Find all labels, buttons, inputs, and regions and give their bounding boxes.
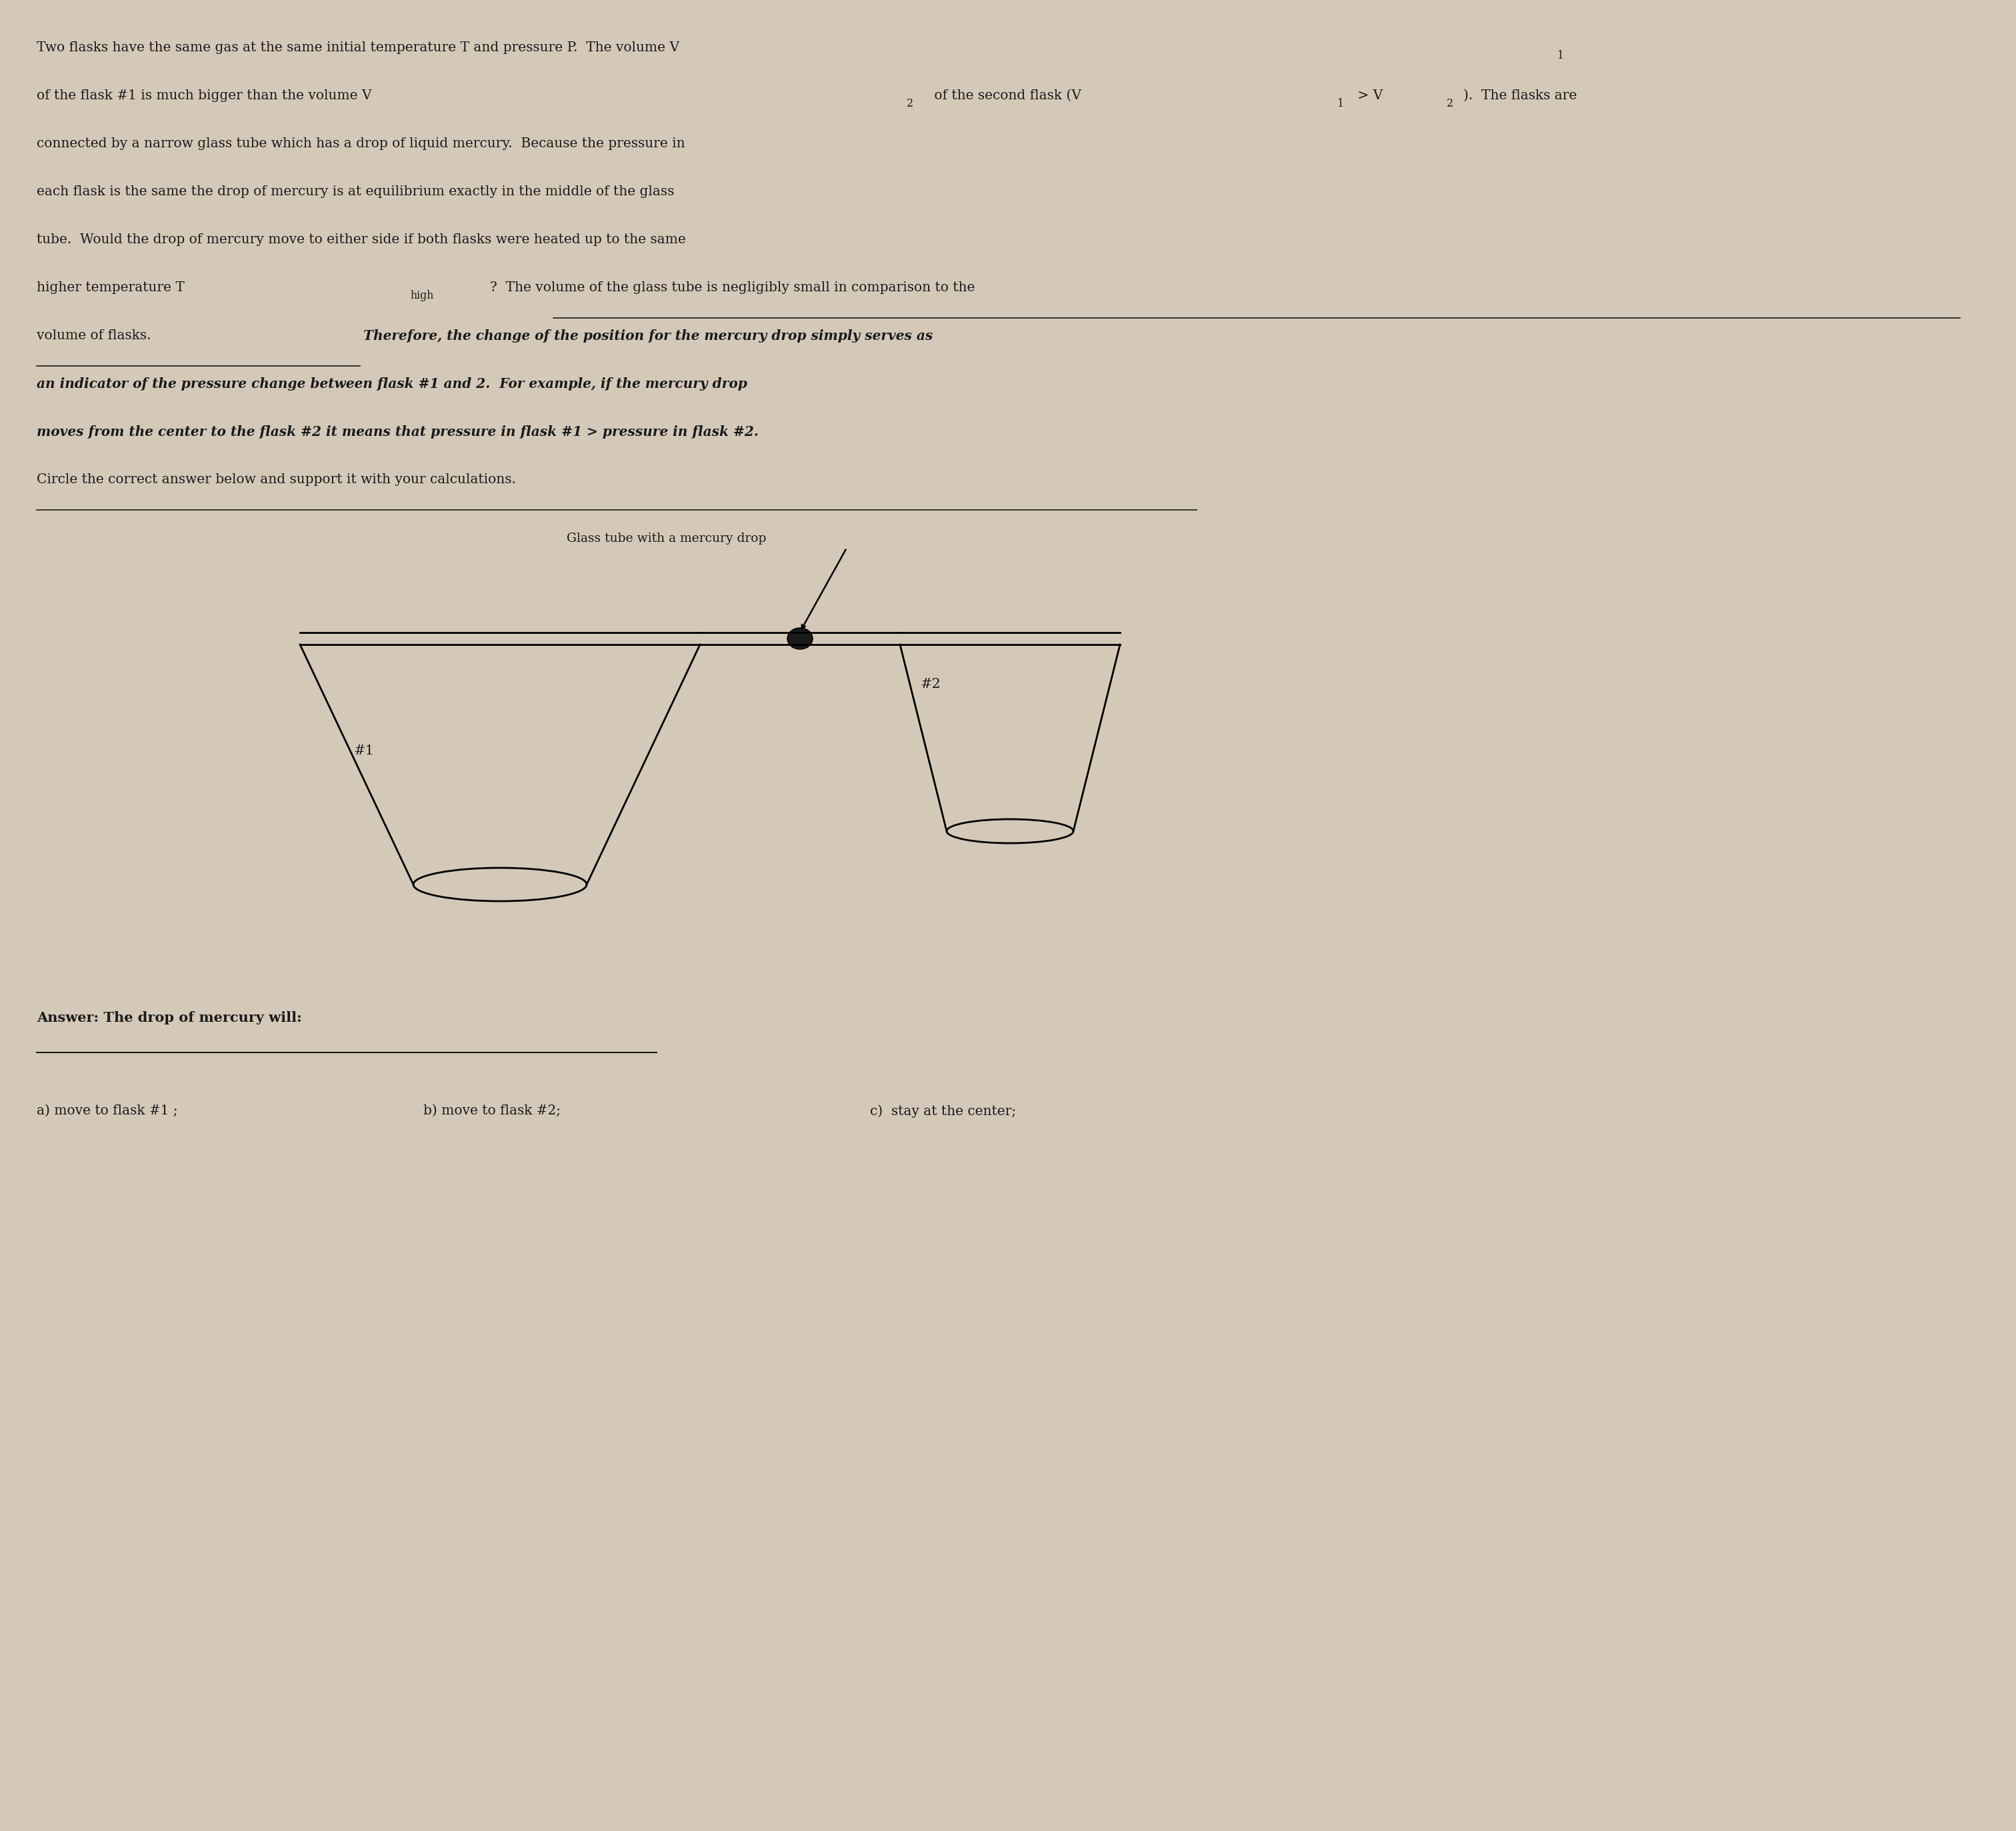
Text: a) move to flask #1 ;: a) move to flask #1 ; xyxy=(36,1104,177,1117)
Text: #1: #1 xyxy=(353,745,373,758)
Text: volume of flasks.: volume of flasks. xyxy=(36,330,159,342)
Text: Glass tube with a mercury drop: Glass tube with a mercury drop xyxy=(566,533,766,544)
Ellipse shape xyxy=(788,628,812,650)
Text: Circle the correct answer below and support it with your calculations.: Circle the correct answer below and supp… xyxy=(36,472,516,485)
Text: 2: 2 xyxy=(907,99,913,110)
Text: each flask is the same the drop of mercury is at equilibrium exactly in the midd: each flask is the same the drop of mercu… xyxy=(36,185,673,198)
Text: tube.  Would the drop of mercury move to either side if both flasks were heated : tube. Would the drop of mercury move to … xyxy=(36,233,685,245)
Text: ?  The volume of the glass tube is negligibly small in comparison to the: ? The volume of the glass tube is neglig… xyxy=(490,282,976,295)
Text: Answer: The drop of mercury will:: Answer: The drop of mercury will: xyxy=(36,1011,302,1025)
Text: of the second flask (V: of the second flask (V xyxy=(929,90,1081,103)
Text: high: high xyxy=(409,289,433,302)
Text: 2: 2 xyxy=(1447,99,1454,110)
Text: connected by a narrow glass tube which has a drop of liquid mercury.  Because th: connected by a narrow glass tube which h… xyxy=(36,137,685,150)
Text: #2: #2 xyxy=(919,677,941,690)
Text: 1: 1 xyxy=(1556,49,1562,60)
Text: > V: > V xyxy=(1353,90,1383,103)
Text: moves from the center to the flask #2 it means that pressure in flask #1 > press: moves from the center to the flask #2 it… xyxy=(36,425,758,439)
Text: higher temperature T: higher temperature T xyxy=(36,282,185,295)
Text: an indicator of the pressure change between flask #1 and 2.  For example, if the: an indicator of the pressure change betw… xyxy=(36,377,748,390)
Text: 1: 1 xyxy=(1337,99,1343,110)
Text: Therefore, the change of the position for the mercury drop simply serves as: Therefore, the change of the position fo… xyxy=(363,330,933,342)
Text: ).  The flasks are: ). The flasks are xyxy=(1464,90,1577,103)
Text: Two flasks have the same gas at the same initial temperature T and pressure P.  : Two flasks have the same gas at the same… xyxy=(36,42,679,53)
Text: c)  stay at the center;: c) stay at the center; xyxy=(871,1104,1016,1117)
Text: of the flask #1 is much bigger than the volume V: of the flask #1 is much bigger than the … xyxy=(36,90,371,103)
Text: b) move to flask #2;: b) move to flask #2; xyxy=(423,1104,560,1117)
